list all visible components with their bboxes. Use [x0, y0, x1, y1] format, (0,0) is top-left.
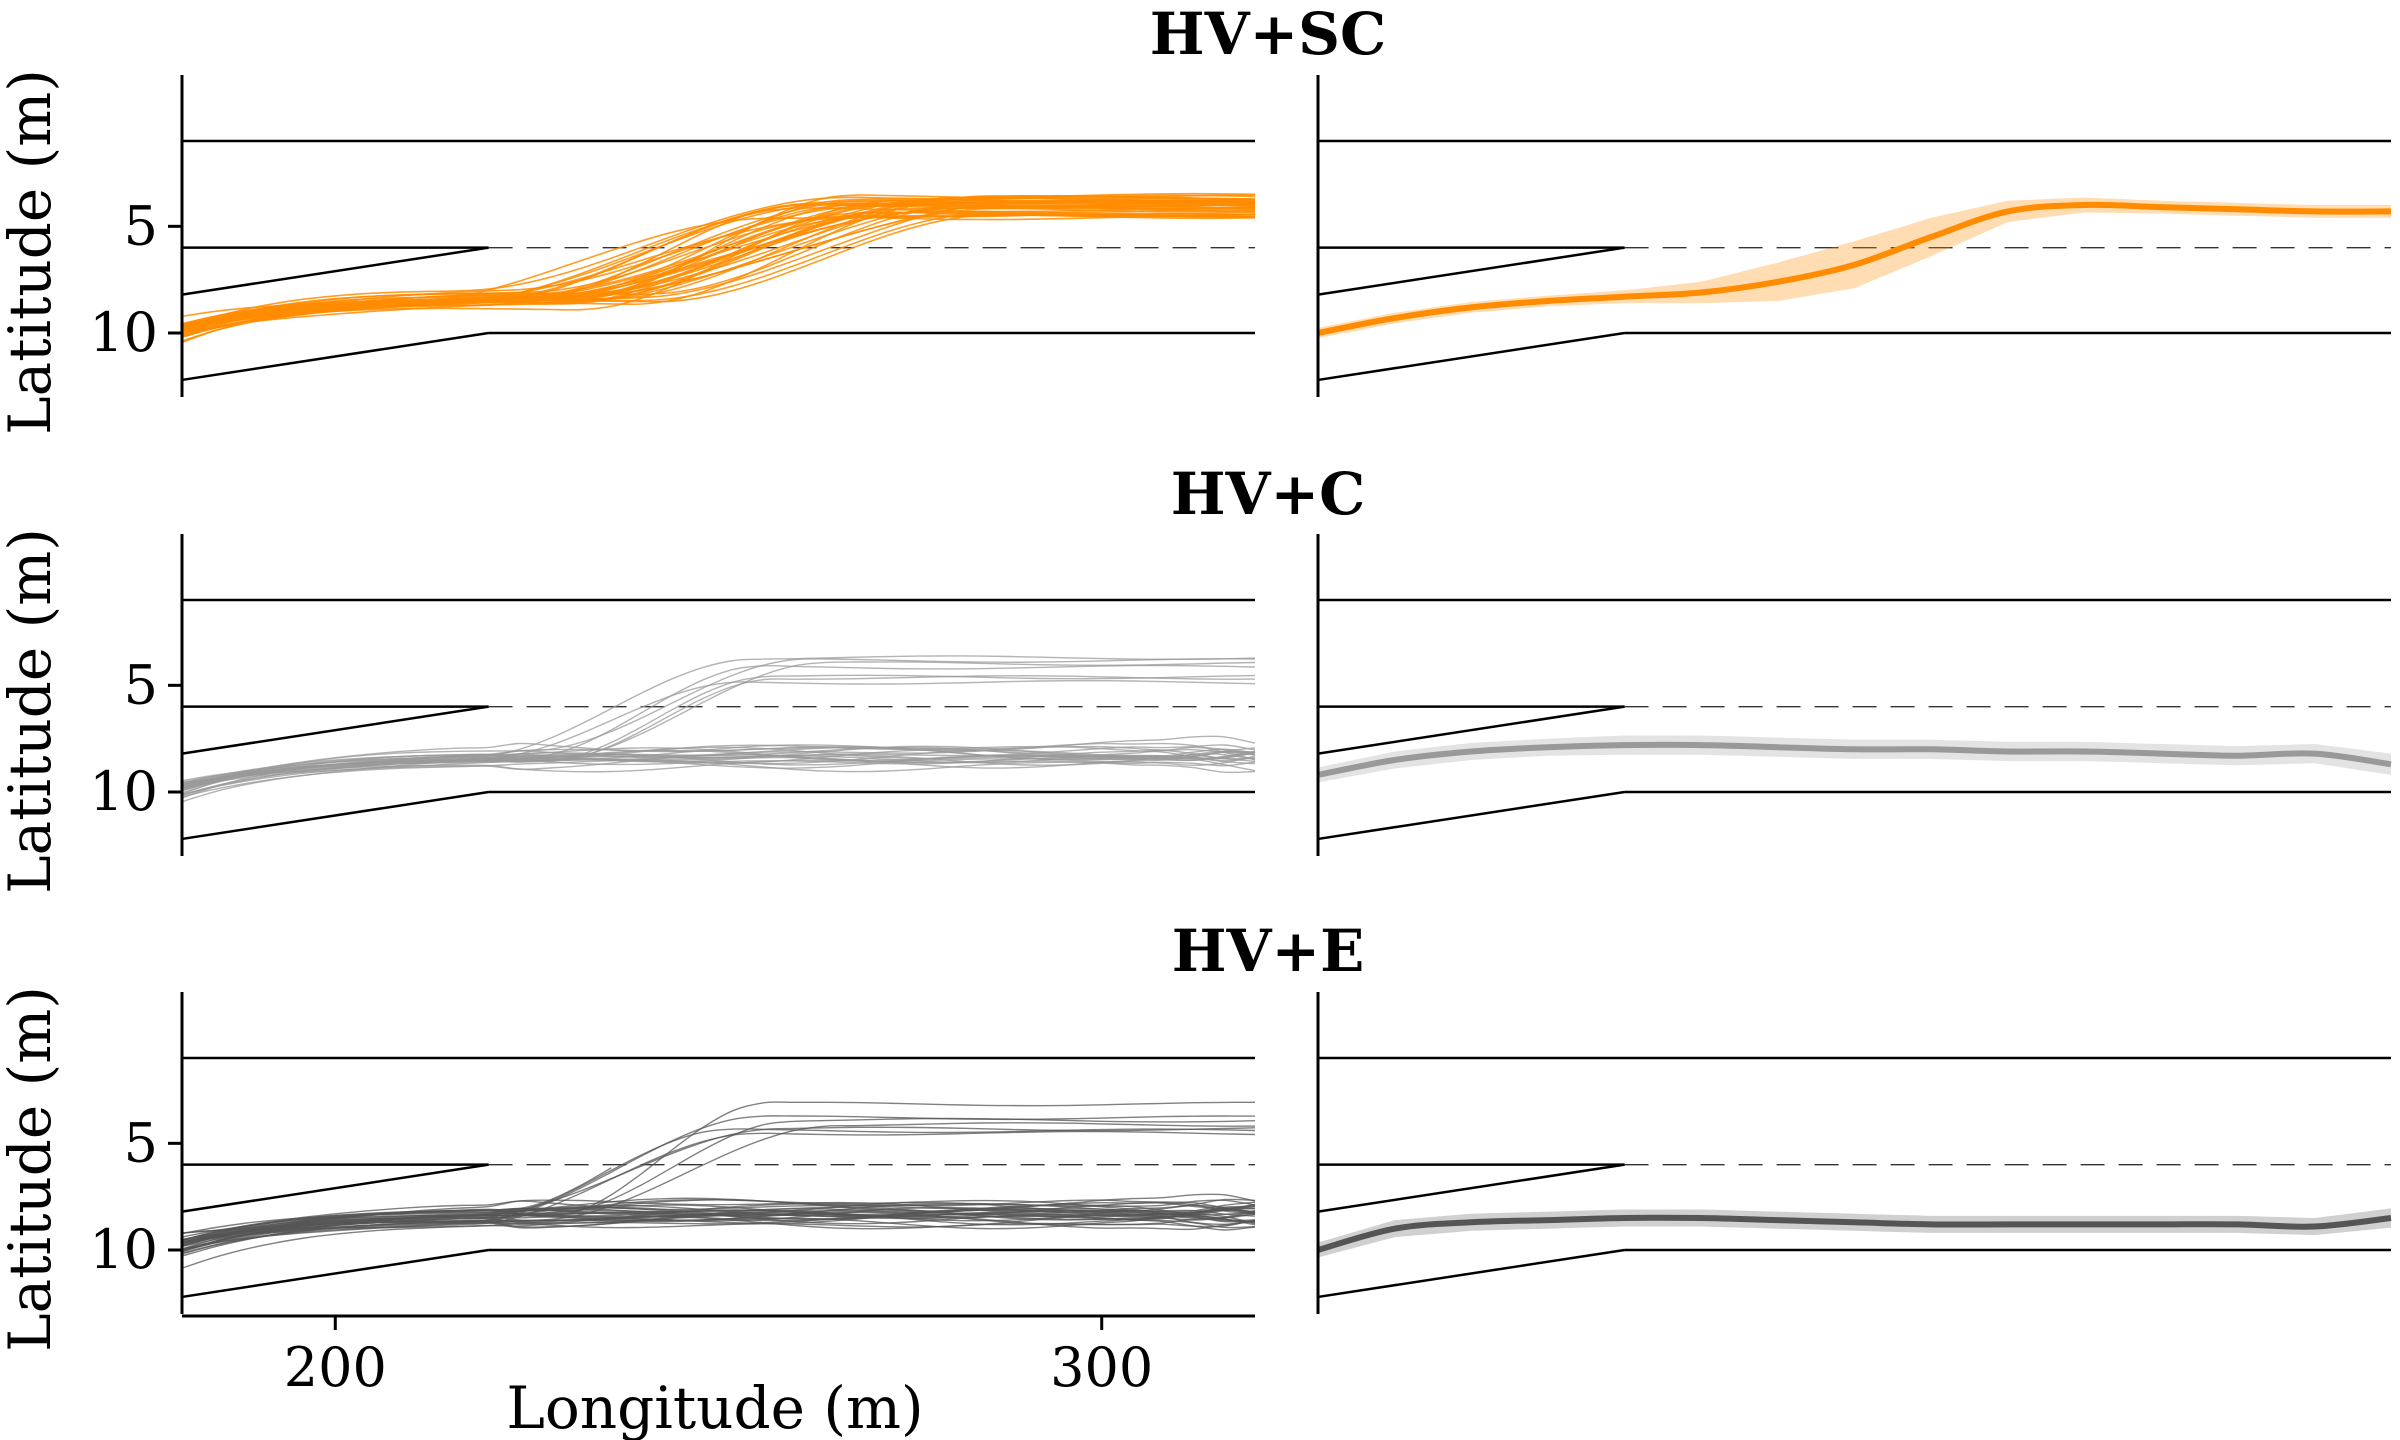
- y-tick-label: 10: [89, 301, 158, 364]
- trajectory-line: [181, 1130, 1256, 1255]
- trajectory-line: [181, 202, 1256, 330]
- trajectory-line: [181, 194, 1256, 329]
- merge-lane-upper-edge: [181, 705, 489, 755]
- trajectory-line: [181, 1212, 1256, 1250]
- trajectory-line: [181, 744, 1256, 785]
- trajectory-line: [181, 1198, 1256, 1244]
- merge-lane-upper-edge: [1317, 246, 1625, 296]
- panel-title-2: HV+E: [1172, 917, 1365, 985]
- merge-lane-lower-edge: [181, 790, 489, 841]
- trajectory-line: [181, 664, 1256, 799]
- mean-trajectory-line: [1317, 741, 2392, 778]
- merge-lane-upper-edge: [1317, 1163, 1625, 1213]
- panel-title-1: HV+C: [1171, 460, 1366, 528]
- trajectory-group: [181, 192, 1256, 344]
- y-axis-label-1: Latitude (m): [0, 528, 64, 894]
- panel-title-0: HV+SC: [1150, 0, 1386, 68]
- y-axis-label-2: Latitude (m): [0, 986, 64, 1352]
- x-tick-label: 200: [284, 1336, 387, 1399]
- y-axis-label-0: Latitude (m): [0, 69, 64, 435]
- trajectory-line: [181, 658, 1256, 795]
- mean-confidence-band: [1318, 735, 2391, 783]
- trajectory-group: [181, 1101, 1256, 1269]
- trajectory-line: [181, 1204, 1256, 1244]
- panel-1-0: 5 10: [89, 534, 1256, 856]
- trajectory-line: [181, 754, 1256, 786]
- trajectory-line: [181, 1215, 1256, 1234]
- x-tick-label: 300: [1050, 1336, 1153, 1399]
- merge-lane-lower-edge: [181, 1248, 489, 1299]
- panel-0-0: 5 10: [89, 75, 1256, 397]
- panel-1-1: [1316, 534, 2392, 856]
- trajectory-line: [181, 1211, 1256, 1240]
- trajectory-line: [181, 1208, 1256, 1244]
- x-axis-label: Longitude (m): [506, 1374, 923, 1440]
- y-tick-label: 10: [89, 1218, 158, 1281]
- trajectory-line: [181, 213, 1256, 337]
- panel-0-1: [1316, 75, 2392, 397]
- trajectory-line: [181, 1206, 1256, 1247]
- mean-confidence-band: [1318, 197, 2391, 339]
- merge-lane-upper-edge: [181, 246, 489, 296]
- merge-lane-lower-edge: [181, 331, 489, 382]
- mean-trajectory-line: [1317, 1214, 2392, 1253]
- trajectory-line: [181, 215, 1256, 344]
- merge-lane-lower-edge: [1317, 331, 1625, 382]
- mean-trajectory-line: [1317, 201, 2392, 336]
- merge-lane-upper-edge: [181, 1163, 489, 1213]
- trajectory-line: [181, 197, 1256, 329]
- y-tick-label: 5: [124, 653, 158, 716]
- trajectory-line: [181, 754, 1256, 798]
- trajectory-group: [181, 655, 1256, 803]
- trajectory-line: [181, 1126, 1256, 1257]
- y-tick-label: 5: [124, 194, 158, 257]
- trajectory-line: [181, 749, 1256, 789]
- y-tick-label: 5: [124, 1111, 158, 1174]
- y-tick-label: 10: [89, 760, 158, 823]
- panel-2-0: 5 10: [89, 992, 1256, 1314]
- merge-lane-upper-edge: [1317, 705, 1625, 755]
- trajectory-line: [181, 679, 1256, 791]
- panel-2-1: [1316, 992, 2392, 1314]
- merge-lane-lower-edge: [1317, 1248, 1625, 1299]
- merge-lane-lower-edge: [1317, 790, 1625, 841]
- trajectory-line: [181, 749, 1256, 784]
- trajectory-line: [181, 207, 1256, 342]
- trajectory-line: [181, 199, 1256, 328]
